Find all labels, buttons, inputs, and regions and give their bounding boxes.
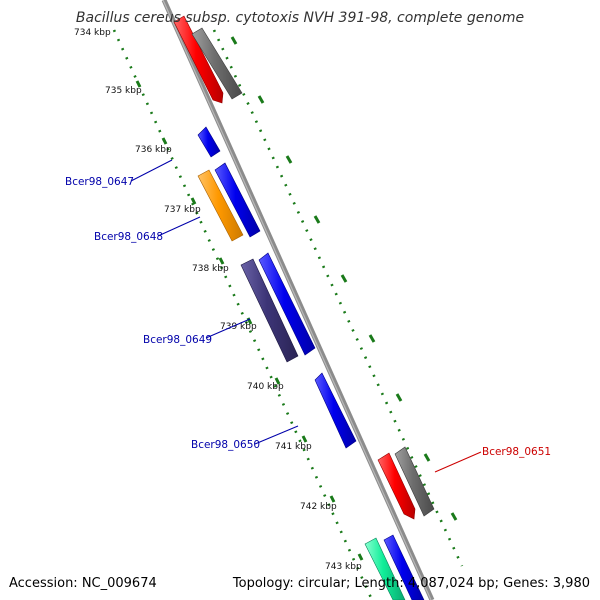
cds-feature-grey-top[interactable]	[191, 27, 243, 100]
genome-summary-text: Topology: circular; Length: 4,087,024 bp…	[232, 576, 590, 591]
outer-major-ticks	[230, 36, 458, 521]
inner-major-ticks	[135, 80, 364, 561]
tick-mark	[313, 215, 321, 224]
outer-tick-track	[212, 29, 464, 567]
tick-label-737: 737 kbp	[164, 205, 201, 215]
leader-line-bcer98-0649	[205, 318, 251, 339]
gene-label-bcer98-0648[interactable]: Bcer98_0648	[94, 231, 163, 243]
cds-feature-orange[interactable]	[197, 169, 244, 242]
genome-backbone	[161, 0, 435, 600]
leader-line-bcer98-0650	[254, 425, 299, 445]
map-title: Bacillus cereus subsp. cytotoxis NVH 391…	[76, 10, 524, 26]
tick-mark	[357, 553, 364, 561]
tick-mark	[395, 393, 403, 402]
tick-label-741: 741 kbp	[275, 442, 312, 452]
accession-text: Accession: NC_009674	[9, 576, 157, 591]
gene-label-bcer98-0647[interactable]: Bcer98_0647	[65, 176, 134, 188]
tick-label-738: 738 kbp	[192, 264, 229, 274]
tick-mark	[257, 95, 265, 104]
tick-label-739: 739 kbp	[220, 322, 257, 332]
cds-feature-teal[interactable]	[364, 537, 406, 600]
tick-mark	[135, 80, 142, 88]
cds-feature-blue-small[interactable]	[197, 126, 221, 158]
tick-label-736: 736 kbp	[135, 145, 172, 155]
gene-label-bcer98-0650[interactable]: Bcer98_0650	[191, 439, 260, 451]
tick-label-740: 740 kbp	[247, 382, 284, 392]
tick-mark	[285, 155, 293, 164]
tick-label-742: 742 kbp	[300, 502, 337, 512]
leader-line-bcer98-0651	[434, 451, 482, 473]
leader-line-bcer98-0648	[157, 216, 201, 237]
tick-mark	[190, 197, 197, 205]
tick-mark	[423, 453, 431, 462]
tick-label-735: 735 kbp	[105, 86, 142, 96]
tick-label-743: 743 kbp	[325, 562, 362, 572]
tick-label-734: 734 kbp	[74, 28, 111, 38]
inner-tick-track	[112, 29, 374, 600]
gene-label-bcer98-0651[interactable]: Bcer98_0651	[482, 446, 551, 458]
tick-mark	[450, 512, 458, 521]
tick-mark	[161, 137, 168, 145]
tick-mark	[230, 36, 238, 45]
cds-feature-blue-a[interactable]	[214, 162, 261, 238]
cds-feature-purple[interactable]	[240, 258, 299, 363]
tick-mark	[329, 495, 336, 503]
tick-mark	[274, 377, 281, 385]
tick-mark	[301, 435, 308, 443]
cds-feature-grey-bottom[interactable]	[394, 446, 435, 517]
cds-feature-red-top[interactable]	[173, 15, 224, 104]
leader-line-bcer98-0647	[130, 159, 173, 182]
tick-mark	[368, 334, 376, 343]
tick-mark	[218, 257, 225, 265]
cds-feature-red-bottom[interactable]	[377, 452, 416, 520]
gene-label-bcer98-0649[interactable]: Bcer98_0649	[143, 334, 212, 346]
tick-mark	[340, 274, 348, 283]
genome-backbone-highlight	[162, 0, 432, 600]
cds-feature-blue-c[interactable]	[314, 372, 357, 449]
cds-feature-blue-d[interactable]	[383, 534, 425, 600]
tick-mark	[246, 317, 253, 325]
cds-feature-blue-b[interactable]	[258, 252, 316, 356]
